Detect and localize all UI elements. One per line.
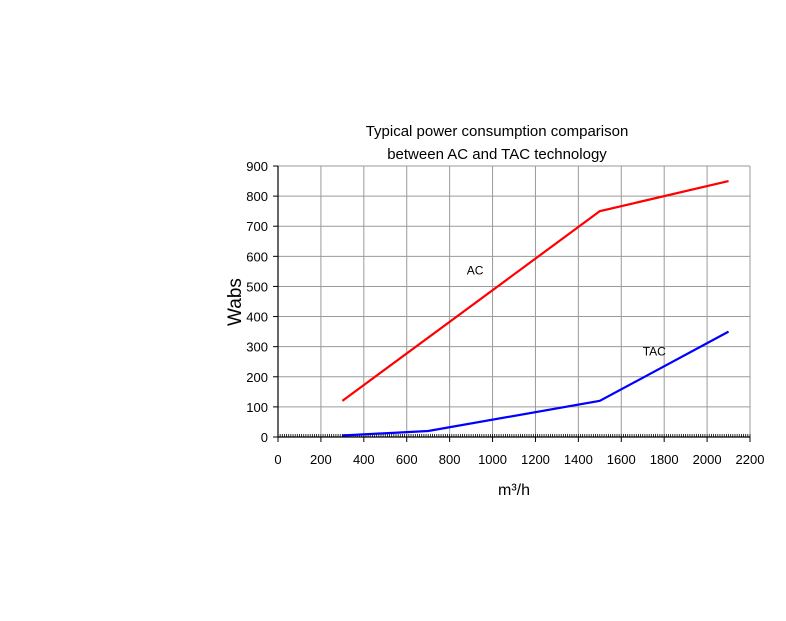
chart-title-line-1: Typical power consumption comparison [366,123,629,140]
x-tick-label: 200 [310,452,332,467]
y-tick-label: 600 [246,249,268,264]
series-line-tac [342,330,730,437]
y-tick-label: 300 [246,340,268,355]
annotation-ac: AC [467,263,484,277]
y-tick-label: 100 [246,400,268,415]
annotation-tac: TAC [643,345,666,359]
x-tick-label: 2000 [693,452,722,467]
y-tick-label: 400 [246,310,268,325]
x-tick-label: 1800 [650,452,679,467]
y-tick-label: 900 [246,159,268,174]
grid [278,165,751,437]
axes [273,165,751,442]
y-axis-label: Wabs [225,278,246,326]
x-tick-label: 1600 [607,452,636,467]
x-tick-label: 0 [274,452,281,467]
y-tick-label: 700 [246,219,268,234]
x-axis-label: m³/h [498,482,530,499]
x-tick-label: 1400 [564,452,593,467]
x-tick-label: 600 [396,452,418,467]
y-tick-label: 500 [246,279,268,294]
y-tick-label: 0 [261,430,268,445]
y-tick-label: 800 [246,189,268,204]
x-tick-label: 1000 [478,452,507,467]
series-group [341,179,730,437]
y-tick-label: 200 [246,370,268,385]
x-tick-label: 1200 [521,452,550,467]
x-tick-label: 2200 [736,452,765,467]
chart-title-line-2: between AC and TAC technology [387,146,607,163]
x-tick-label: 400 [353,452,375,467]
tick-labels: 0 200 400 600 800 1000 1200 1400 1600 1800 2000 220… [246,159,764,467]
x-tick-label: 800 [439,452,461,467]
series-line-ac [341,179,729,402]
